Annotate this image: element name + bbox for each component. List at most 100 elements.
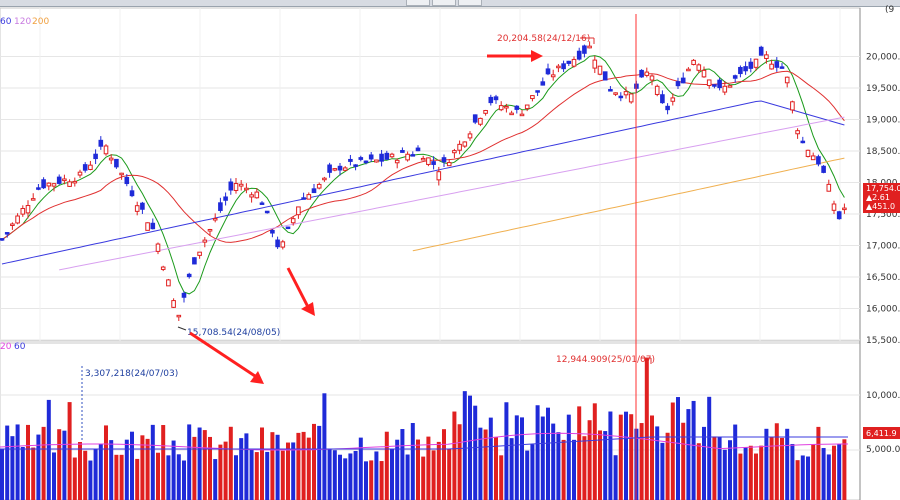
- volume-bar: [306, 437, 311, 500]
- candle: [290, 218, 296, 224]
- candle: [452, 150, 457, 154]
- vol-marker-label: 3,307,218(24/07/03): [85, 369, 178, 379]
- volume-bar: [837, 444, 842, 500]
- volume-bar: [712, 436, 717, 500]
- volume-legend: 20 60: [0, 342, 26, 352]
- volume-bar: [525, 450, 530, 500]
- volume-bar: [41, 426, 46, 500]
- candles: [0, 41, 847, 322]
- candle: [322, 177, 327, 181]
- volume-bar: [494, 436, 498, 500]
- candle: [394, 159, 400, 164]
- volume-bar: [748, 445, 753, 500]
- candle: [134, 205, 140, 212]
- candle: [790, 101, 795, 111]
- candle: [368, 154, 374, 160]
- volume-bar: [832, 445, 836, 500]
- candle: [784, 76, 790, 84]
- candle: [296, 206, 301, 216]
- volume-bar: [140, 435, 145, 500]
- volume-bar: [26, 424, 30, 500]
- volume-bar: [556, 432, 561, 500]
- last-percent: ▲451.0: [866, 202, 895, 211]
- volume-bar: [15, 424, 20, 500]
- candle: [727, 85, 733, 88]
- candle: [821, 165, 826, 173]
- volume-bar: [790, 443, 795, 500]
- volume-bar: [119, 454, 124, 500]
- volume-bar: [135, 458, 140, 500]
- candle: [524, 104, 530, 110]
- ma-60-line: [1, 100, 845, 265]
- candle: [462, 141, 468, 147]
- volume-bar: [187, 424, 192, 500]
- candle: [363, 160, 369, 164]
- candle: [670, 97, 676, 102]
- volume-bar: [728, 440, 732, 500]
- legend-200: 200: [32, 17, 49, 27]
- candle: [207, 229, 213, 232]
- volume-bar: [457, 424, 462, 500]
- volume-bar: [410, 423, 415, 500]
- volume-bar: [171, 440, 176, 500]
- candle: [30, 198, 36, 201]
- candle: [571, 58, 577, 67]
- volume-bar: [816, 426, 821, 500]
- volume-bar: [218, 444, 223, 500]
- volume-bar: [78, 442, 82, 500]
- candle: [67, 181, 72, 187]
- candle: [478, 117, 483, 125]
- volume-bar: [400, 429, 405, 500]
- volume-bar: [806, 456, 810, 500]
- candle: [597, 65, 603, 75]
- candle: [441, 157, 447, 163]
- candle: [415, 147, 421, 152]
- volume-bar: [551, 423, 556, 500]
- volume-bar: [639, 423, 644, 500]
- volume-bar: [67, 402, 72, 500]
- high-label: 20,204.58(24/12/16): [497, 34, 590, 44]
- candle: [561, 63, 566, 70]
- candle: [758, 46, 764, 56]
- volume-bar: [124, 439, 129, 500]
- candle: [795, 130, 800, 135]
- volume-bar: [197, 427, 202, 500]
- candle: [732, 75, 738, 79]
- volume-bar: [743, 447, 748, 500]
- candle: [545, 68, 551, 75]
- volume-bar: [785, 428, 790, 500]
- candle: [660, 94, 665, 104]
- volume-bar: [265, 451, 270, 500]
- candle: [280, 241, 286, 248]
- candle: [738, 66, 743, 75]
- volume-bar: [223, 441, 228, 500]
- candle: [426, 157, 431, 165]
- candle: [124, 176, 130, 185]
- volume-bar: [327, 449, 332, 500]
- volume-bar: [416, 439, 420, 500]
- legend-vol-20: 20: [0, 342, 12, 352]
- volume-bar: [213, 459, 218, 500]
- volume-bar: [275, 434, 280, 500]
- last-price-box: 17,754.0 ▲2.61 ▲451.0: [863, 183, 900, 213]
- candle: [472, 114, 478, 123]
- price-tick: 18,500.0: [866, 147, 900, 157]
- volume-bar: [161, 425, 166, 500]
- volume-bar: [130, 431, 134, 500]
- volume-bar: [520, 417, 524, 500]
- candle: [10, 223, 15, 226]
- volume-bar: [696, 443, 701, 500]
- volume-bar: [754, 453, 758, 500]
- volume-axis: 10,000.0 5,000.0: [866, 391, 900, 455]
- volume-bar: [88, 460, 93, 500]
- volume-bar: [686, 409, 691, 500]
- candle: [467, 133, 473, 139]
- volume-bar: [478, 427, 483, 500]
- candle: [192, 257, 197, 265]
- candle: [15, 215, 20, 224]
- candle: [602, 71, 608, 81]
- candle: [181, 292, 187, 298]
- last-change: ▲2.61: [866, 193, 890, 202]
- candle: [202, 239, 208, 243]
- volume-bar: [733, 424, 738, 500]
